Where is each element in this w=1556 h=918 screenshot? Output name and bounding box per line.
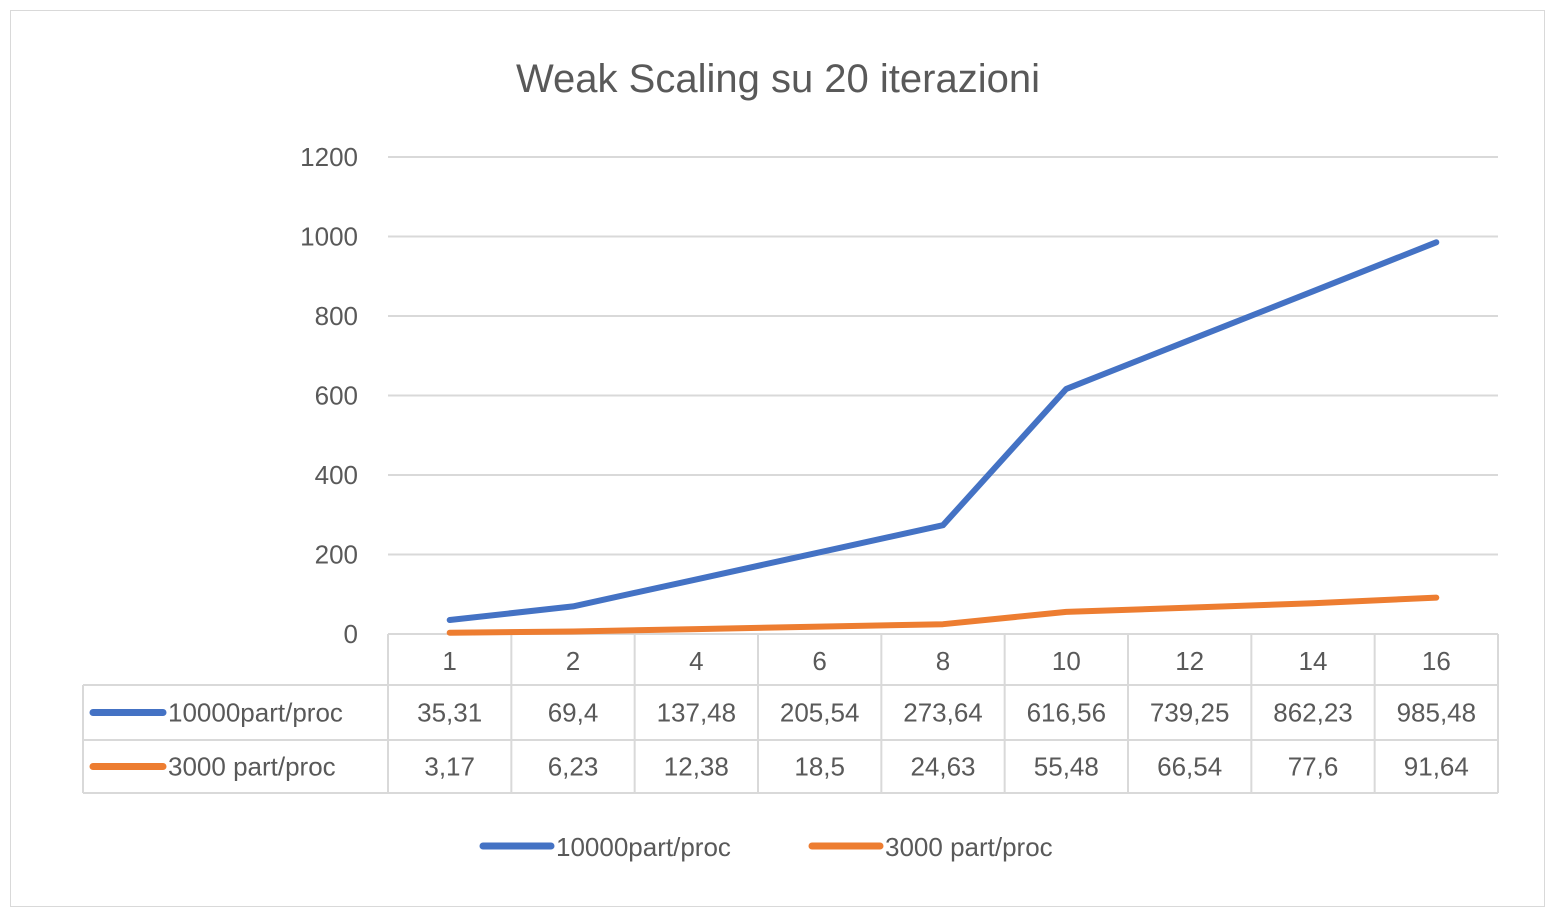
- category-label: 6: [812, 646, 826, 676]
- y-axis-ticks: 0 200 400 600 800 1000 1200: [300, 142, 358, 649]
- y-tick-label: 800: [315, 301, 358, 331]
- data-label: 205,54: [780, 698, 860, 728]
- series-line: [446, 594, 1440, 636]
- y-tick-label: 200: [315, 540, 358, 570]
- y-tick-label: 600: [315, 381, 358, 411]
- data-label: 77,6: [1288, 752, 1339, 782]
- data-label: 55,48: [1034, 752, 1099, 782]
- category-label: 14: [1299, 646, 1328, 676]
- y-tick-label: 400: [315, 460, 358, 490]
- data-label: 91,64: [1404, 752, 1469, 782]
- data-label: 739,25: [1150, 698, 1230, 728]
- chart-title: Weak Scaling su 20 iterazioni: [516, 57, 1040, 101]
- data-label: 985,48: [1397, 698, 1477, 728]
- category-label: 1: [442, 646, 456, 676]
- data-label: 616,56: [1027, 698, 1107, 728]
- table-series-name: 3000 part/proc: [168, 752, 336, 782]
- data-label: 862,23: [1273, 698, 1353, 728]
- data-label: 137,48: [657, 698, 737, 728]
- table-series-name: 10000part/proc: [168, 698, 343, 728]
- category-label: 12: [1175, 646, 1204, 676]
- series-layer: [446, 239, 1440, 636]
- series-line: [446, 239, 1440, 623]
- chart-frame: [10, 10, 1545, 907]
- data-label: 3,17: [424, 752, 475, 782]
- data-label: 24,63: [910, 752, 975, 782]
- grid-layer: [388, 156, 1498, 556]
- category-label: 2: [566, 646, 580, 676]
- category-label: 16: [1422, 646, 1451, 676]
- data-label: 66,54: [1157, 752, 1222, 782]
- y-tick-label: 0: [344, 619, 358, 649]
- category-label: 8: [936, 646, 950, 676]
- data-label: 35,31: [417, 698, 482, 728]
- category-label: 4: [689, 646, 703, 676]
- y-tick-label: 1200: [300, 142, 358, 172]
- data-label: 18,5: [794, 752, 845, 782]
- data-label: 273,64: [903, 698, 983, 728]
- y-tick-label: 1000: [300, 222, 358, 252]
- data-label: 69,4: [548, 698, 599, 728]
- legend-label: 3000 part/proc: [885, 832, 1053, 862]
- legend: 10000part/proc 3000 part/proc: [479, 832, 1053, 862]
- legend-label: 10000part/proc: [556, 832, 731, 862]
- category-label: 10: [1052, 646, 1081, 676]
- data-label: 12,38: [664, 752, 729, 782]
- data-label: 6,23: [548, 752, 599, 782]
